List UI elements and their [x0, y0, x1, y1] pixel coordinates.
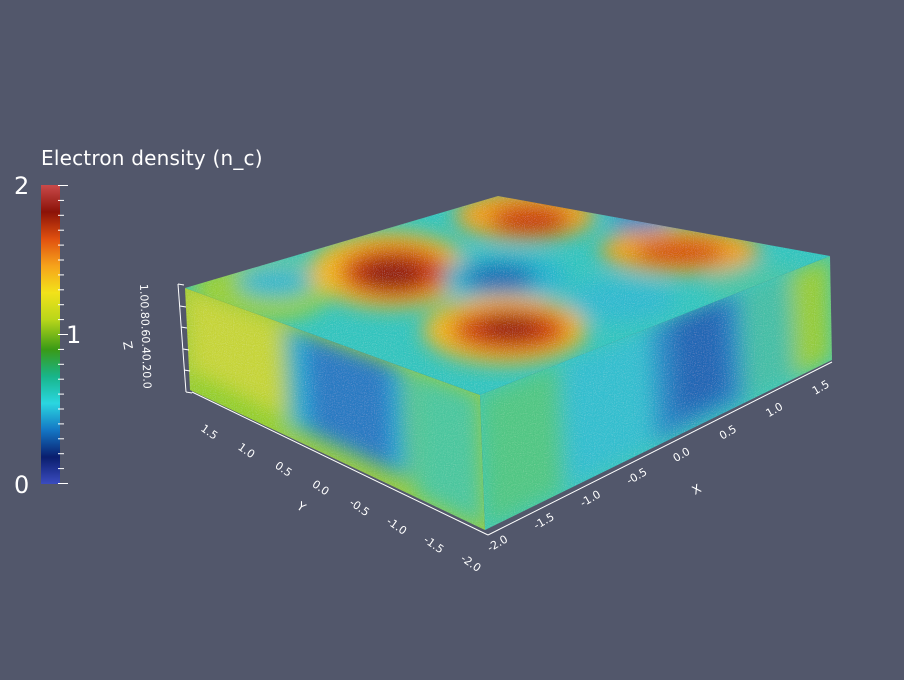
x-tick-label: 0.0: [671, 445, 693, 465]
y-tick-label: 1.0: [235, 440, 257, 461]
y-tick-label: -2.0: [458, 552, 483, 575]
colorbar-min-label: 0: [14, 471, 30, 499]
colorbar-max-label: 2: [14, 172, 30, 200]
z-axis-label: Z: [120, 340, 135, 351]
x-axis-label: X: [690, 481, 704, 497]
colorbar-ticks: [58, 185, 68, 484]
y-tick-label: -1.0: [384, 515, 409, 538]
z-tick: [183, 369, 191, 372]
z-tick-labels: 1.00.80.60.40.20.0: [137, 284, 154, 389]
colorbar-title: Electron density (n_c): [41, 146, 263, 170]
z-tick: [179, 305, 187, 308]
y-tick-label: -1.5: [421, 533, 446, 556]
colorbar-mid-label: 1: [66, 321, 82, 349]
colorbar-gradient: [41, 185, 60, 484]
x-tick-label: -0.5: [624, 465, 649, 487]
x-tick-label: -1.5: [531, 510, 556, 532]
x-tick-label: 0.5: [717, 422, 739, 442]
y-axis-label: Y: [293, 498, 308, 515]
z-tick: [182, 348, 190, 351]
z-tick: [185, 391, 193, 394]
x-tick-label: -2.0: [485, 533, 510, 555]
y-tick-label: 0.0: [310, 478, 332, 499]
z-tick: [180, 326, 188, 329]
x-tick-label: 1.0: [764, 400, 786, 420]
x-tick-label: -1.0: [578, 488, 603, 510]
y-tick-label: 1.5: [198, 422, 220, 443]
x-tick-label: 1.5: [810, 378, 832, 398]
z-axis: 1.00.80.60.40.20.0 Z: [120, 283, 193, 394]
y-tick-label: -0.5: [347, 496, 372, 519]
y-tick-label: 0.5: [273, 459, 295, 480]
z-tick: [177, 283, 185, 286]
